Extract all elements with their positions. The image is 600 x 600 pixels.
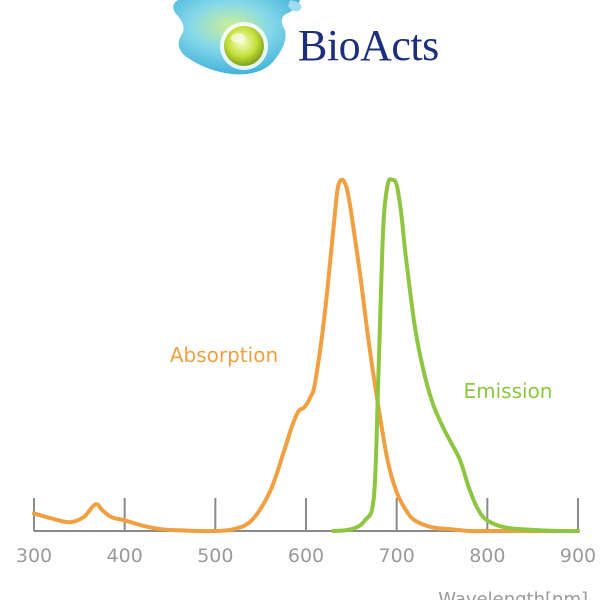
x-tick-label: 500 [197, 545, 233, 567]
x-tick-label: 600 [288, 545, 324, 567]
series-lines [32, 177, 580, 534]
brand-name: BioActs [298, 21, 439, 70]
x-tick-label: 900 [560, 545, 596, 567]
series-line-emission [331, 177, 580, 534]
x-tick-label: 300 [16, 545, 52, 567]
x-tick-label: 400 [107, 545, 143, 567]
logo-blob [173, 0, 302, 75]
series-labels: Absorption Emission [170, 343, 553, 403]
series-label-absorption: Absorption [170, 343, 278, 367]
series-label-emission: Emission [464, 379, 553, 403]
brand-logo: BioActs [0, 0, 600, 90]
x-tick-label: 800 [469, 545, 505, 567]
x-axis: 300 400 500 600 700 800 900 [16, 498, 596, 567]
x-axis-title: Wavelength[nm] [438, 589, 588, 600]
series-line-absorption [32, 177, 580, 534]
x-tick-label: 700 [379, 545, 415, 567]
